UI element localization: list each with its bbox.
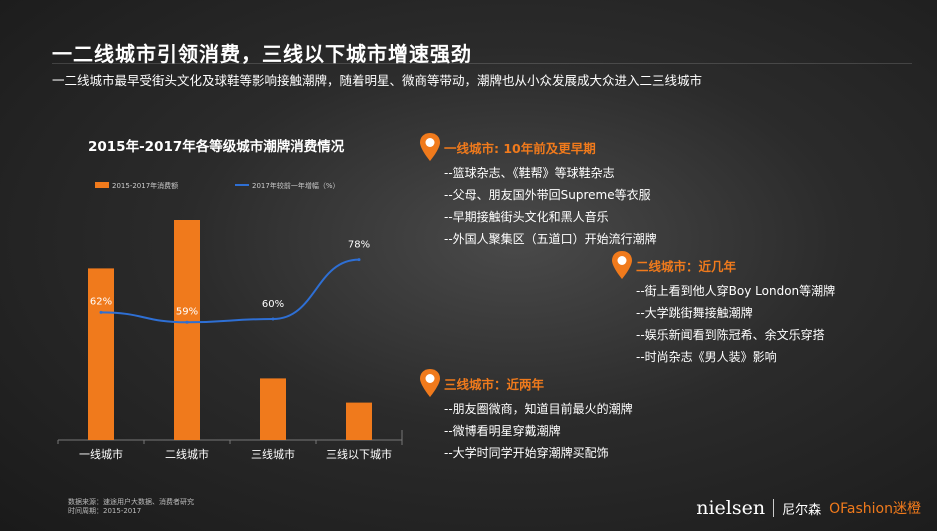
section-title: 三线城市：近两年 [444,376,545,392]
section-title: 一线城市: 10年前及更早期 [444,140,596,156]
data-label: 59% [176,306,198,317]
growth-line [100,258,360,324]
bullet: --朋友圈微商，知道目前最火的潮牌 [444,402,633,416]
nielsen-cn-logo: 尼尔森 [782,502,822,518]
data-label: 62% [90,296,112,307]
legend-bar-swatch [95,182,109,188]
source-line-2: 时间周期：2015-2017 [68,507,142,515]
logo-divider [773,499,775,517]
bullet: --时尚杂志《男人装》影响 [636,350,777,364]
data-label: 78% [348,240,370,251]
source-line-1: 数据来源：速途用户大数据、消费者研究 [68,498,194,506]
bar [88,268,114,440]
line-point [185,320,189,324]
bullet: --街上看到他人穿Boy London等潮牌 [636,284,836,298]
bullet: --微博看明星穿戴潮牌 [444,424,561,438]
chart: 2015-2017年消费额 2017年较前一年增幅（%） 一线城市 二线城市 三线城市 三… [57,181,403,461]
location-pin-icon [612,251,632,279]
location-pin-icon [420,133,440,161]
nielsen-logo: nielsen [696,497,766,519]
page-subtitle: 一二线城市最早受街头文化及球鞋等影响接触潮牌，随着明星、微商等带动，潮牌也从小众… [52,73,703,88]
section-tier3: 三线城市：近两年 --朋友圈微商，知道目前最火的潮牌 --微博看明星穿戴潮牌 -… [418,368,633,464]
bullet: --外国人聚集区（五道口）开始流行潮牌 [444,232,657,246]
section-tier1: 一线城市: 10年前及更早期 --篮球杂志、《鞋帮》等球鞋杂志 --父母、朋友国… [418,132,657,250]
line-point [357,258,361,262]
chart-title: 2015年-2017年各等级城市潮牌消费情况 [88,139,345,155]
page-title: 一二线城市引领消费，三线以下城市增速强劲 [52,42,472,66]
location-pin-icon [420,369,440,397]
section-title: 二线城市：近几年 [636,258,737,274]
data-source: 数据来源：速途用户大数据、消费者研究 时间周期：2015-2017 [68,498,194,516]
x-tick-label: 三线以下城市 [326,447,392,461]
x-tick-label: 二线城市 [165,447,209,461]
line-point [271,317,275,321]
brand-logos: nielsen 尼尔森 OFashion迷橙 [696,497,921,519]
ofashion-logo: OFashion迷橙 [829,501,921,517]
bullet: --娱乐新闻看到陈冠希、余文乐穿搭 [636,328,825,342]
bullet: --大学跳街舞接触潮牌 [636,306,753,320]
bar [174,220,200,440]
line-point [99,310,103,314]
x-tick-label: 三线城市 [251,447,295,461]
legend-line-label: 2017年较前一年增幅（%） [252,181,339,190]
section-tier2: 二线城市：近几年 --街上看到他人穿Boy London等潮牌 --大学跳街舞接… [610,250,835,368]
x-tick-label: 一线城市 [79,447,123,461]
bullet: --篮球杂志、《鞋帮》等球鞋杂志 [444,166,615,180]
legend-bar-label: 2015-2017年消费额 [112,181,178,190]
data-label: 60% [262,299,284,310]
title-divider [52,63,912,64]
bullet: --早期接触街头文化和黑人音乐 [444,210,609,224]
bar [346,402,372,440]
bullet: --大学时同学开始穿潮牌买配饰 [444,446,609,460]
bar [260,378,286,440]
bullet: --父母、朋友国外带回Supreme等衣服 [444,188,651,202]
